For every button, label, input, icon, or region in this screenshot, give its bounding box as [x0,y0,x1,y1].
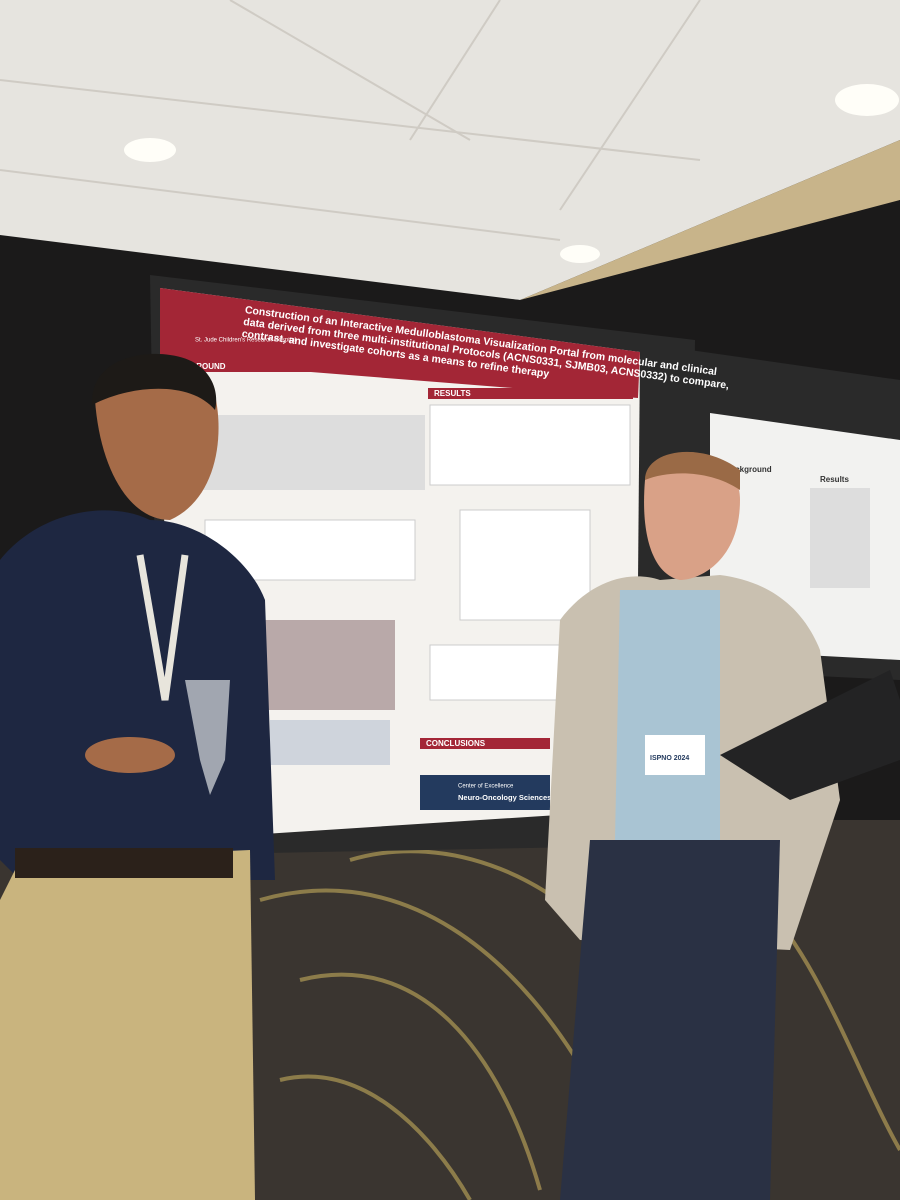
person-right: ISPNO 2024 [545,451,900,1200]
ceiling-grid [0,0,701,241]
section-heading: RESULTS [434,389,471,398]
poster-logo: St. Jude Children's Research Hospital [195,338,296,344]
section-bar [175,362,425,372]
section-bar [420,738,550,749]
poster-2-heading: Results [820,475,849,484]
person-left [0,353,275,1200]
section-heading: CONCLUSIONS [426,739,486,748]
badge-text: ISPNO 2024 [650,755,689,762]
poster-text-block [190,415,425,490]
section-bar [428,388,633,399]
poster-figure [459,509,591,621]
poster-figure [429,404,631,486]
laptop [720,670,900,800]
poster-figure [270,720,390,765]
poster-footer-text: Neuro-Oncology Sciences [458,793,551,802]
poster-2-heading: Background [725,465,772,474]
ceiling [0,0,900,300]
section-heading: GROUND [190,362,226,371]
badge [645,735,705,775]
poster-footer-text: Center of Excellence [458,784,514,790]
poster-header [160,288,640,398]
poster-footer [420,775,550,810]
poster-heatmap [265,620,395,710]
poster-2-table [810,488,870,588]
